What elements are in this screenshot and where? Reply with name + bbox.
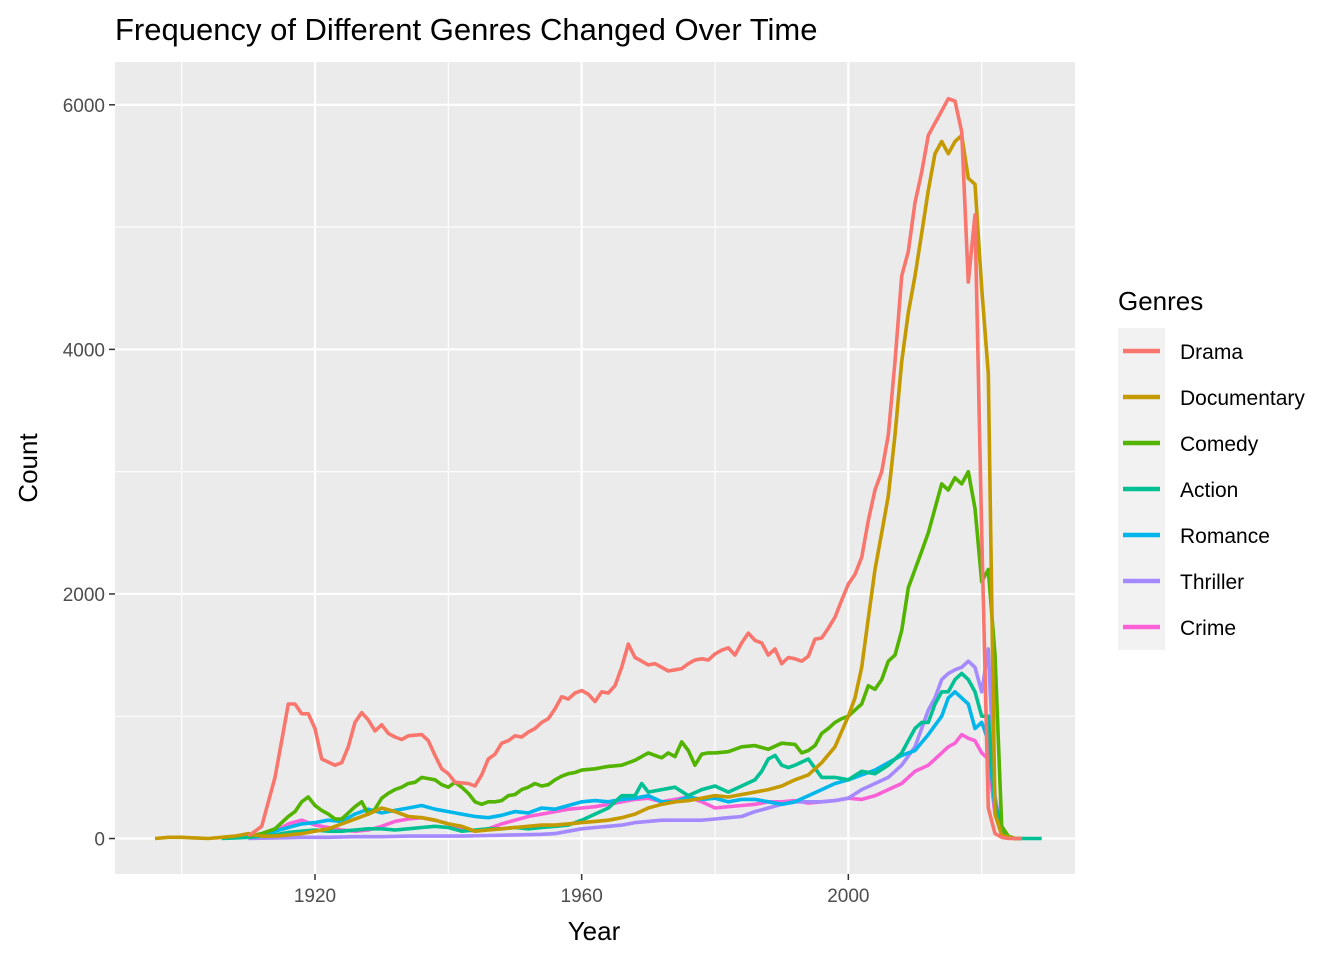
x-tick-label: 2000 — [827, 886, 869, 907]
legend-label-documentary: Documentary — [1180, 387, 1305, 410]
legend-title: Genres — [1118, 286, 1203, 316]
series-line-drama — [247, 96, 1022, 841]
x-axis-ticks: 1920 1960 2000 — [294, 874, 869, 907]
y-tick-label: 0 — [94, 830, 105, 851]
y-tick-label: 6000 — [63, 96, 105, 117]
series-line-crime — [248, 732, 1022, 841]
legend-label-thriller: Thriller — [1180, 571, 1244, 594]
legend-label-crime: Crime — [1180, 617, 1236, 640]
y-axis-ticks: 0 2000 4000 6000 — [63, 96, 115, 851]
x-axis-title: Year — [568, 916, 621, 946]
legend-label-action: Action — [1180, 479, 1238, 502]
x-tick-label: 1960 — [561, 886, 603, 907]
series-line-action — [221, 671, 1042, 841]
legend-label-romance: Romance — [1180, 525, 1270, 548]
y-axis-title: Count — [13, 433, 43, 503]
series-line-comedy — [247, 469, 1022, 841]
legend: Drama Documentary Comedy Action Romance Thril… — [1118, 328, 1305, 650]
chart-title: Frequency of Different Genres Changed Ov… — [115, 12, 817, 47]
series-lines — [154, 96, 1042, 841]
legend-label-drama: Drama — [1180, 341, 1243, 364]
x-tick-label: 1920 — [294, 886, 336, 907]
series-line-documentary — [154, 133, 1022, 841]
legend-label-comedy: Comedy — [1180, 433, 1259, 456]
series-line-thriller — [248, 647, 1022, 841]
y-tick-label: 2000 — [63, 585, 105, 606]
y-tick-label: 4000 — [63, 340, 105, 361]
